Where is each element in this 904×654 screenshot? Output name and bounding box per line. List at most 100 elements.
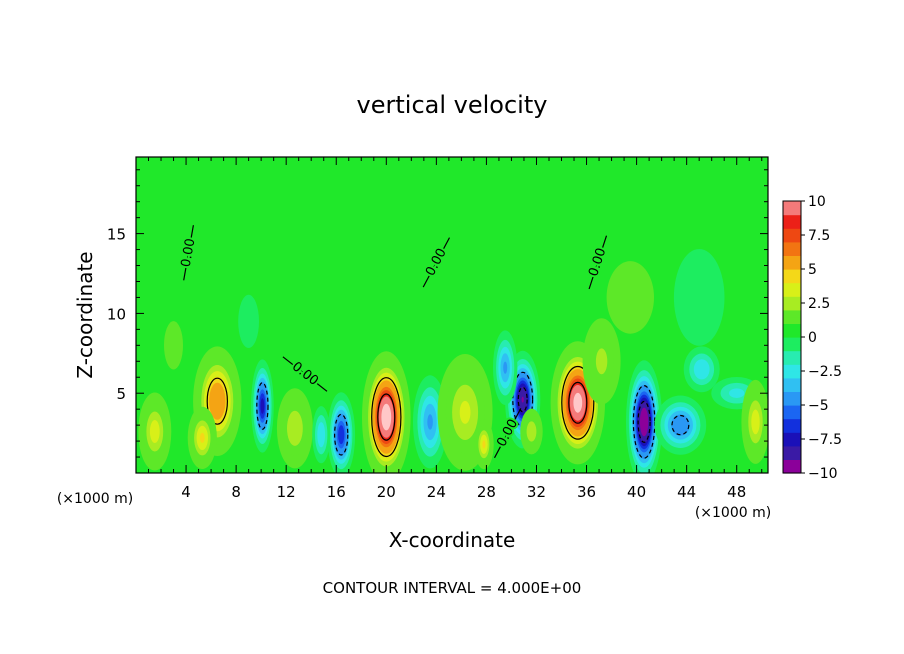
x-tick-label: 20 (377, 483, 396, 501)
velocity-cell-15 (550, 341, 605, 465)
x-tick-label: 48 (727, 483, 746, 501)
colorbar-segment (783, 343, 801, 352)
colorbar-segment (783, 330, 801, 338)
colorbar-tick-label: −10 (808, 466, 838, 482)
velocity-cell-18 (654, 395, 707, 455)
colorbar-segment (783, 316, 801, 324)
contour-label-1: 0.00 (179, 237, 199, 268)
colorbar-tick-label: −5 (808, 398, 829, 414)
colorbar-segment (783, 459, 801, 467)
contour-line (377, 393, 396, 441)
field-level (641, 412, 647, 432)
velocity-cell-4 (251, 359, 274, 453)
colorbar-segment (783, 262, 801, 270)
velocity-cell-8 (362, 351, 411, 473)
colorbar-segment (783, 221, 801, 229)
y-axis-label: Z-coordinate (73, 251, 97, 378)
field-level (526, 421, 537, 442)
colorbar-tick-label: −7.5 (808, 432, 842, 448)
contour-interval-note: CONTOUR INTERVAL = 4.000E+00 (323, 579, 582, 597)
field-level (521, 396, 524, 403)
colorbar-segment (783, 445, 801, 454)
field-level (199, 432, 205, 443)
contour-line (256, 382, 269, 430)
colorbar-segment (783, 425, 801, 433)
colorbar-segment (783, 439, 801, 447)
colorbar-segment (783, 303, 801, 311)
field-level (606, 261, 654, 334)
field-level (212, 389, 223, 413)
field-level (149, 420, 160, 443)
field-level (751, 409, 760, 435)
colorbar-segment (783, 275, 801, 284)
colorbar-tick-label: 2.5 (808, 296, 830, 312)
colorbar-segment (783, 411, 801, 420)
colorbar-segment (783, 418, 801, 426)
velocity-cell-24 (606, 261, 654, 334)
field-level (573, 392, 583, 413)
y-tick-label: 10 (107, 305, 126, 323)
colorbar-segment (783, 235, 801, 243)
colorbar-segment (783, 398, 801, 406)
velocity-cell-5 (276, 388, 313, 469)
colorbar-segment (783, 309, 801, 318)
field-level (260, 398, 265, 414)
colorbar-segment (783, 228, 801, 236)
colorbar-tick-label: 0 (808, 330, 817, 346)
colorbar-tick-label: −2.5 (808, 364, 842, 380)
chart-title: vertical velocity (357, 91, 548, 119)
colorbar-segment (783, 337, 801, 345)
velocity-cell-11 (474, 419, 494, 470)
field-level (673, 249, 725, 346)
x-tick-label: 8 (231, 483, 241, 501)
velocity-cell-1 (138, 392, 172, 471)
contour-line (206, 377, 228, 425)
field-level (338, 425, 345, 445)
zero-contour-segment (588, 235, 608, 290)
velocity-cell-17 (626, 360, 663, 473)
plot-area: 0.00 0.00 0.000.000.00 (135, 156, 769, 474)
colorbar-segment (783, 241, 801, 250)
velocity-cell-19 (683, 346, 720, 393)
colorbar-segment (783, 357, 801, 365)
contour-line (561, 365, 595, 440)
colorbar-tick-label: 7.5 (808, 228, 830, 244)
field-level (238, 294, 259, 348)
colorbar: 10 7.5 5 2.5 0 −2.5 −5 −7.5 −10 (782, 194, 842, 482)
field-level (595, 348, 608, 375)
contour-line (517, 386, 528, 413)
zero-contour-segment (422, 237, 451, 288)
x-axis: 4 8 12 16 20 24 28 32 36 40 44 48 (148, 157, 763, 501)
colorbar-segment (783, 296, 801, 304)
x-tick-label: 12 (277, 483, 296, 501)
x-tick-label: 28 (477, 483, 496, 501)
field-level (287, 410, 303, 446)
colorbar-segment (783, 255, 801, 263)
velocity-cell-25 (673, 249, 725, 346)
contour-line (568, 381, 588, 424)
colorbar-segment (783, 214, 801, 222)
colorbar-segment (783, 323, 801, 331)
colorbar-segment (783, 432, 801, 440)
y-axis: 5 10 15 (107, 169, 768, 458)
x-tick-label: 44 (677, 483, 696, 501)
field-level (675, 419, 686, 431)
field-level (459, 400, 471, 424)
colorbar-segment (783, 207, 801, 216)
x-tick-label: 32 (527, 483, 546, 501)
x-tick-label: 16 (327, 483, 346, 501)
field-level (503, 361, 508, 374)
colorbar-segment (783, 452, 801, 460)
velocity-cell-6 (327, 392, 356, 473)
colorbar-segment (783, 289, 801, 297)
field-level (482, 440, 486, 449)
velocity-cell-22 (164, 321, 183, 370)
x-unit-right: (×1000 m) (695, 505, 771, 521)
contour-line (334, 413, 349, 456)
zero-contour-segment (493, 408, 522, 459)
colorbar-segment (783, 466, 801, 474)
x-tick-label: 24 (427, 483, 446, 501)
velocity-field (138, 249, 768, 473)
velocity-cell-14 (520, 408, 543, 455)
